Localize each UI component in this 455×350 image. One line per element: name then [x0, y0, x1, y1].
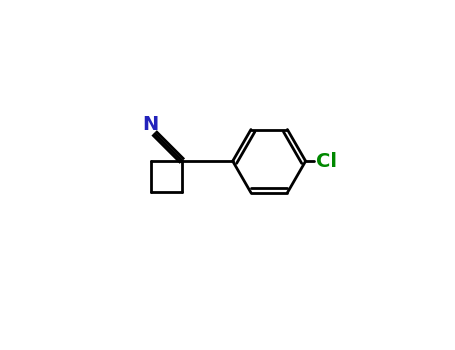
Text: N: N	[142, 115, 158, 134]
Text: Cl: Cl	[316, 152, 337, 170]
